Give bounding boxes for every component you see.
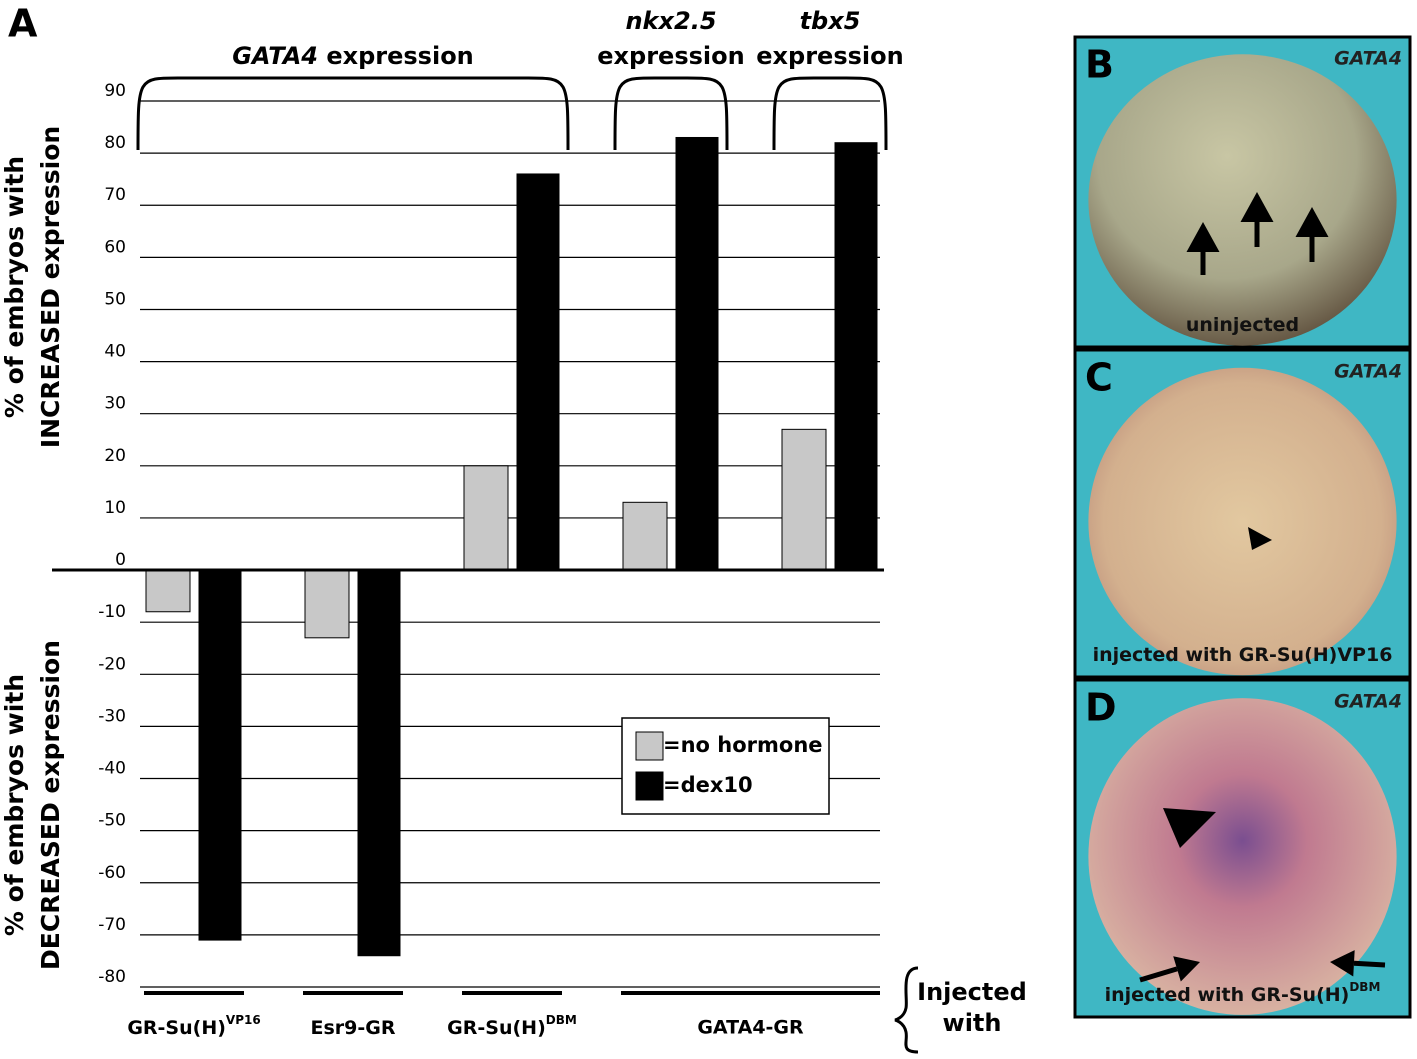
- legend-label: =no hormone: [663, 733, 823, 757]
- bracket-gene: tbx5: [800, 7, 861, 35]
- panel-caption-text: injected with GR-Su(H): [1105, 984, 1350, 1006]
- panel-caption-text: uninjected: [1186, 314, 1299, 336]
- bracket: [772, 76, 888, 151]
- bar: [198, 569, 242, 941]
- y-tick-label: 90: [104, 81, 126, 101]
- x-tick-label: GR-Su(H)VP16: [127, 1013, 260, 1039]
- panel-gene: GATA4: [1334, 48, 1402, 70]
- panel-letter: C: [1085, 356, 1113, 400]
- legend-swatch: [635, 771, 664, 801]
- x-tick-sup: DBM: [546, 1013, 577, 1027]
- y-tick-label: 80: [104, 133, 126, 153]
- brace: [894, 966, 919, 1054]
- y-tick-label: -10: [98, 602, 126, 622]
- panel-letter: A: [8, 2, 38, 46]
- panel-letter: D: [1085, 686, 1117, 730]
- panel-caption-sup: DBM: [1349, 980, 1380, 994]
- bar: [304, 569, 350, 639]
- y-tick-label: 50: [104, 289, 126, 309]
- bar: [357, 569, 401, 957]
- y-tick-label: -80: [98, 967, 126, 987]
- panel-caption: injected with GR-Su(H)VP16: [1093, 644, 1393, 666]
- y-tick-label: -50: [98, 811, 126, 831]
- x-tick-text: Esr9-GR: [311, 1017, 396, 1039]
- bracket-gene: nkx2.5: [625, 7, 716, 35]
- y-tick-label: 20: [104, 446, 126, 466]
- panel-letter: B: [1085, 43, 1114, 87]
- bracket-text: expression: [756, 42, 903, 70]
- y-tick-label: -60: [98, 863, 126, 883]
- embryo: [1088, 698, 1397, 1015]
- x-tick-text: GR-Su(H): [127, 1017, 226, 1039]
- bracket-text: expression: [597, 42, 744, 70]
- y-axis-title: % of embryos with: [0, 674, 29, 936]
- bracket: [613, 76, 729, 151]
- panel-caption: uninjected: [1186, 314, 1299, 336]
- bracket-text: expression: [326, 42, 473, 70]
- arrow-shaft: [1353, 960, 1386, 968]
- x-tick-label: GATA4-GR: [697, 1017, 804, 1039]
- y-tick-label: 0: [115, 550, 126, 570]
- legend-swatch: [635, 731, 664, 761]
- bar: [516, 173, 560, 571]
- y-tick-label: 60: [104, 237, 126, 257]
- axis-note: with: [943, 1009, 1002, 1037]
- bar: [675, 136, 719, 571]
- y-tick-label: -20: [98, 654, 126, 674]
- x-tick-sup: VP16: [226, 1013, 261, 1027]
- arrow-head: [1295, 207, 1329, 237]
- arrow-head: [1240, 192, 1274, 222]
- embryo: [1088, 54, 1397, 346]
- panel-caption: injected with GR-Su(H)DBM: [1105, 980, 1381, 1006]
- bracket-label: GATA4 expression: [232, 42, 474, 70]
- bar: [834, 142, 878, 571]
- y-axis-title: % of embryos with: [0, 156, 29, 418]
- bar: [463, 465, 509, 571]
- axis-note: Injected: [917, 978, 1027, 1006]
- arrowhead: [1248, 527, 1272, 550]
- x-tick-label: Esr9-GR: [311, 1017, 396, 1039]
- y-axis-title: DECREASED expression: [36, 640, 65, 970]
- arrow-shaft: [1139, 966, 1178, 983]
- y-tick-label: 10: [104, 498, 126, 518]
- legend-label: =dex10: [663, 773, 753, 797]
- arrow-head: [1186, 222, 1220, 252]
- y-axis-title: INCREASED expression: [36, 126, 65, 448]
- y-tick-label: -30: [98, 706, 126, 726]
- panel-gene: GATA4: [1334, 361, 1402, 383]
- y-tick-label: -70: [98, 915, 126, 935]
- y-tick-label: 30: [104, 394, 126, 414]
- arrow-head: [1173, 956, 1200, 982]
- bracket-gene: GATA4: [232, 42, 318, 70]
- arrowhead: [1163, 808, 1216, 848]
- embryo: [1088, 367, 1397, 676]
- x-tick-label: GR-Su(H)DBM: [447, 1013, 577, 1039]
- bracket: [136, 76, 570, 151]
- y-tick-label: -40: [98, 759, 126, 779]
- y-tick-label: 70: [104, 185, 126, 205]
- bar: [622, 501, 668, 571]
- arrow-head: [1330, 950, 1355, 977]
- panel-caption-text: injected with GR-Su(H)VP16: [1093, 644, 1393, 666]
- bar: [145, 569, 191, 613]
- bracket-space: [318, 42, 326, 70]
- bar: [781, 428, 827, 571]
- x-tick-text: GR-Su(H): [447, 1017, 546, 1039]
- y-tick-label: 40: [104, 342, 126, 362]
- panel-gene: GATA4: [1334, 691, 1402, 713]
